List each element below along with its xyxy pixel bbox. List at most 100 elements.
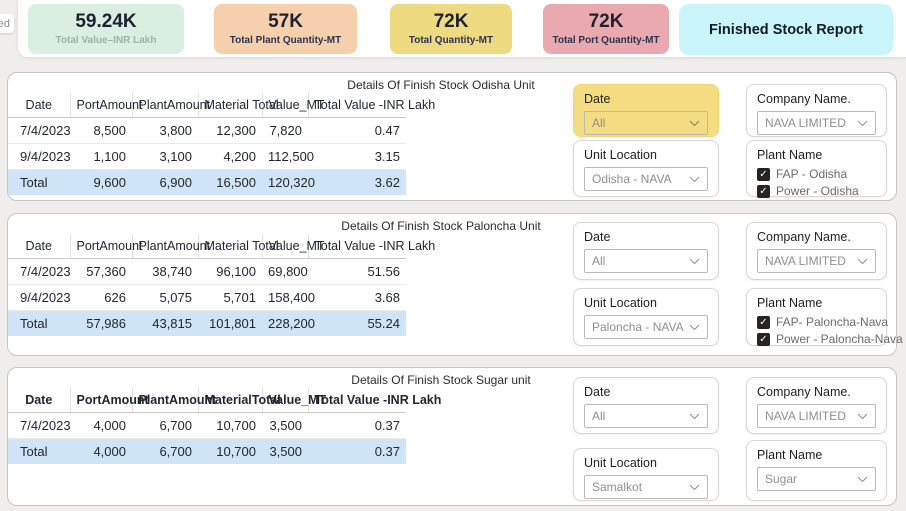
date-slicer: Date All — [573, 84, 719, 137]
unit-location-dropdown[interactable]: Odisha - NAVA — [584, 167, 708, 191]
kpi-label: Total Value–INR Lakh — [55, 35, 157, 46]
chevron-down-icon — [689, 258, 700, 265]
edge-fragment-text: ed — [0, 17, 10, 30]
section-odisha: Details Of Finish Stock Odisha Unit Date… — [7, 72, 897, 201]
kpi-total-port-quantity: 72K Total Port Quantity-MT — [543, 4, 669, 54]
table-row: 9/4/2023 626 5,075 5,701 158,400 3.68 — [8, 284, 406, 311]
chevron-down-icon — [689, 413, 700, 420]
finish-stock-table-sugar: Date PortAmount PlantAmount MaterialTota… — [8, 388, 441, 464]
table-row: 7/4/2023 4,000 6,700 10,700 3,500 0.37 — [8, 412, 406, 439]
kpi-label: Total Quantity-MT — [408, 35, 494, 46]
plant-name-slicer: Plant Name Sugar — [746, 440, 887, 501]
company-slicer: Company Name. NAVA LIMITED — [746, 222, 887, 280]
col-header-valuemt[interactable]: Value_MT — [261, 388, 326, 413]
date-dropdown[interactable]: All — [584, 404, 708, 428]
table-header-row: Date PortAmount PlantAmount Material Tot… — [8, 93, 435, 118]
col-header-plantamount[interactable]: PlantAmount — [131, 93, 210, 118]
slicer-label: Date — [584, 385, 611, 399]
chevron-down-icon — [689, 120, 700, 127]
unit-location-slicer: Unit Location Odisha - NAVA — [573, 140, 719, 197]
plant-name-slicer: Plant Name ✓ FAP - Odisha ✓ Power - Odis… — [746, 140, 887, 198]
table-header-row: Date PortAmount PlantAmount MaterialTota… — [8, 388, 441, 413]
col-header-date[interactable]: Date — [8, 388, 70, 413]
chevron-down-icon — [689, 176, 700, 183]
date-slicer: Date All — [573, 222, 719, 280]
kpi-total-value: 59.24K Total Value–INR Lakh — [28, 4, 184, 54]
col-header-date[interactable]: Date — [8, 93, 70, 118]
plant-name-dropdown[interactable]: Sugar — [757, 467, 876, 491]
kpi-value: 57K — [268, 11, 303, 32]
checkbox-checked-icon[interactable]: ✓ — [757, 184, 770, 198]
col-header-plantamount[interactable]: PlantAmount — [131, 388, 216, 413]
table-row: 7/4/2023 8,500 3,800 12,300 7,820 0.47 — [8, 117, 406, 144]
kpi-label: Total Plant Quantity-MT — [229, 35, 342, 46]
table-total-row: Total 9,600 6,900 16,500 120,320 3.62 — [8, 169, 406, 195]
chevron-down-icon — [857, 258, 868, 265]
col-header-plantamount[interactable]: PlantAmount — [131, 234, 210, 259]
slicer-label: Date — [584, 230, 611, 244]
table-title-odisha: Details Of Finish Stock Odisha Unit — [347, 78, 535, 92]
table-title-sugar: Details Of Finish Stock Sugar unit — [351, 373, 531, 387]
unit-location-dropdown[interactable]: Paloncha - NAVA — [584, 315, 708, 339]
slicer-label: Plant Name — [757, 448, 823, 462]
chevron-down-icon — [857, 120, 868, 127]
checkbox-checked-icon[interactable]: ✓ — [757, 315, 770, 329]
unit-location-dropdown[interactable]: Samalkot — [584, 475, 708, 499]
kpi-label: Total Port Quantity-MT — [552, 35, 660, 46]
section-paloncha: Details Of Finish Stock Paloncha Unit Da… — [7, 213, 903, 356]
kpi-value: 59.24K — [75, 11, 137, 32]
checkbox-checked-icon[interactable]: ✓ — [757, 332, 770, 346]
chevron-down-icon — [857, 476, 868, 483]
slicer-label: Company Name. — [757, 230, 851, 244]
col-header-date[interactable]: Date — [8, 234, 70, 259]
slicer-label: Date — [584, 92, 611, 106]
col-header-portamount[interactable]: PortAmount — [69, 388, 149, 413]
col-header-materialtotal[interactable]: MaterialTotal — [197, 388, 281, 413]
section-sugar: Details Of Finish Stock Sugar unit Date … — [7, 367, 897, 506]
unit-location-slicer: Unit Location Samalkot — [573, 448, 719, 501]
kpi-value: 72K — [588, 11, 624, 32]
table-row: 7/4/2023 57,360 38,740 96,100 69,800 51.… — [8, 258, 406, 285]
col-header-valuemt[interactable]: Value_MT — [261, 93, 325, 118]
table-title-paloncha: Details Of Finish Stock Paloncha Unit — [341, 219, 541, 233]
company-dropdown[interactable]: NAVA LIMITED — [757, 249, 876, 273]
table-total-row: Total 4,000 6,700 10,700 3,500 0.37 — [8, 438, 406, 464]
slicer-label: Unit Location — [584, 296, 657, 310]
col-header-totalvalue[interactable]: Total Value -INR Lakh — [307, 234, 435, 259]
chevron-down-icon — [689, 484, 700, 491]
company-dropdown[interactable]: NAVA LIMITED — [757, 404, 876, 428]
finished-stock-report-button[interactable]: Finished Stock Report — [679, 4, 893, 55]
col-header-materialtotal[interactable]: Material Total — [197, 234, 279, 259]
edge-fragment-chip: ed — [0, 14, 14, 33]
col-header-portamount[interactable]: PortAmount — [69, 93, 143, 118]
date-dropdown[interactable]: All — [584, 249, 708, 273]
slicer-label: Company Name. — [757, 92, 851, 106]
checkbox-checked-icon[interactable]: ✓ — [757, 167, 770, 181]
slicer-label: Plant Name — [757, 296, 823, 310]
col-header-totalvalue[interactable]: Total Value -INR Lakh — [307, 388, 441, 413]
company-slicer: Company Name. NAVA LIMITED — [746, 377, 887, 434]
col-header-valuemt[interactable]: Value_MT — [261, 234, 325, 259]
col-header-materialtotal[interactable]: Material Total — [197, 93, 279, 118]
slicer-label: Unit Location — [584, 456, 657, 470]
plant-name-slicer: Plant Name ✓ FAP- Paloncha-Nava ✓ Power … — [746, 288, 903, 346]
date-dropdown[interactable]: All — [584, 111, 708, 135]
kpi-value: 72K — [433, 11, 469, 32]
slicer-label: Plant Name — [757, 148, 823, 162]
plant-option[interactable]: ✓ Power - Paloncha-Nava — [757, 332, 903, 346]
col-header-portamount[interactable]: PortAmount — [69, 234, 143, 259]
col-header-totalvalue[interactable]: Total Value -INR Lakh — [307, 93, 435, 118]
kpi-total-plant-quantity: 57K Total Plant Quantity-MT — [214, 4, 357, 54]
unit-location-slicer: Unit Location Paloncha - NAVA — [573, 288, 719, 346]
company-slicer: Company Name. NAVA LIMITED — [746, 84, 887, 137]
slicer-label: Unit Location — [584, 148, 657, 162]
chevron-down-icon — [857, 413, 868, 420]
plant-option[interactable]: ✓ Power - Odisha — [757, 184, 876, 198]
finish-stock-table-odisha: Date PortAmount PlantAmount Material Tot… — [8, 93, 435, 195]
plant-option[interactable]: ✓ FAP - Odisha — [757, 167, 876, 181]
slicer-label: Company Name. — [757, 385, 851, 399]
company-dropdown[interactable]: NAVA LIMITED — [757, 111, 876, 135]
kpi-total-quantity: 72K Total Quantity-MT — [390, 4, 512, 54]
table-total-row: Total 57,986 43,815 101,801 228,200 55.2… — [8, 310, 406, 336]
plant-option[interactable]: ✓ FAP- Paloncha-Nava — [757, 315, 888, 329]
